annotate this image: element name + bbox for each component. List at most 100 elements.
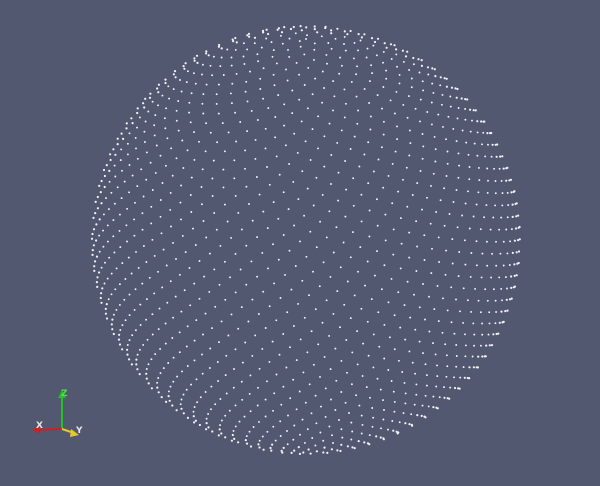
point — [308, 383, 311, 386]
point — [261, 29, 265, 32]
point — [408, 129, 411, 132]
point — [438, 261, 441, 263]
point — [94, 200, 97, 203]
point — [180, 398, 183, 401]
point — [455, 189, 458, 191]
point — [336, 141, 339, 144]
point — [344, 49, 347, 52]
point — [113, 251, 116, 254]
point — [230, 439, 233, 442]
point — [245, 442, 249, 445]
point — [325, 299, 328, 302]
point — [126, 353, 129, 356]
point — [350, 438, 353, 441]
point — [272, 201, 275, 204]
point — [334, 347, 337, 350]
point — [515, 202, 518, 205]
point — [145, 178, 148, 181]
point — [360, 307, 363, 310]
point — [100, 266, 103, 269]
point — [434, 353, 437, 356]
point — [450, 286, 453, 289]
point — [151, 100, 154, 103]
point — [313, 28, 316, 31]
point — [128, 339, 131, 342]
point — [314, 394, 317, 397]
point — [464, 263, 467, 266]
point — [242, 55, 245, 58]
point — [103, 174, 106, 178]
point — [128, 293, 131, 296]
point — [448, 213, 451, 215]
point — [487, 143, 489, 146]
point — [358, 165, 361, 168]
point — [422, 145, 425, 148]
point — [414, 107, 417, 110]
point — [128, 164, 131, 166]
point — [264, 147, 267, 150]
point — [438, 396, 441, 399]
point — [392, 390, 395, 393]
point — [404, 392, 407, 395]
point — [165, 264, 168, 267]
point — [244, 341, 247, 344]
point — [360, 414, 363, 417]
point — [171, 337, 174, 339]
point — [415, 270, 418, 272]
point — [343, 116, 346, 119]
point — [279, 297, 282, 299]
point — [235, 41, 238, 44]
point — [327, 42, 330, 44]
point — [121, 324, 124, 327]
point — [405, 166, 408, 169]
point — [343, 43, 345, 45]
point — [308, 294, 310, 297]
point — [157, 91, 160, 94]
point — [205, 417, 208, 420]
point — [208, 367, 211, 369]
point — [142, 102, 145, 105]
point — [395, 48, 398, 51]
point — [404, 338, 407, 341]
point — [262, 97, 265, 100]
point — [240, 228, 243, 231]
point — [282, 191, 285, 194]
point — [244, 167, 246, 170]
point — [430, 272, 433, 275]
point — [280, 403, 283, 406]
point — [112, 313, 115, 316]
point — [193, 421, 196, 424]
point — [185, 81, 188, 84]
point — [135, 363, 138, 366]
point — [177, 100, 180, 102]
point — [417, 58, 420, 61]
point — [128, 132, 131, 135]
point — [154, 171, 157, 174]
point — [336, 449, 339, 452]
point — [172, 316, 175, 319]
point — [395, 90, 398, 93]
point — [217, 45, 220, 48]
point — [502, 320, 505, 323]
point — [98, 184, 101, 187]
point — [433, 308, 436, 311]
point — [414, 372, 417, 375]
point — [408, 256, 411, 259]
point — [180, 407, 183, 410]
point — [372, 170, 375, 173]
point — [307, 448, 310, 451]
point — [247, 32, 251, 36]
point — [295, 408, 298, 411]
point — [457, 107, 460, 109]
point — [427, 405, 430, 408]
point — [147, 110, 150, 113]
point — [459, 310, 461, 313]
point — [178, 351, 181, 354]
point — [136, 368, 139, 371]
point — [411, 361, 414, 364]
point — [410, 86, 413, 89]
point — [105, 164, 108, 167]
point — [402, 178, 404, 181]
point — [321, 101, 324, 104]
